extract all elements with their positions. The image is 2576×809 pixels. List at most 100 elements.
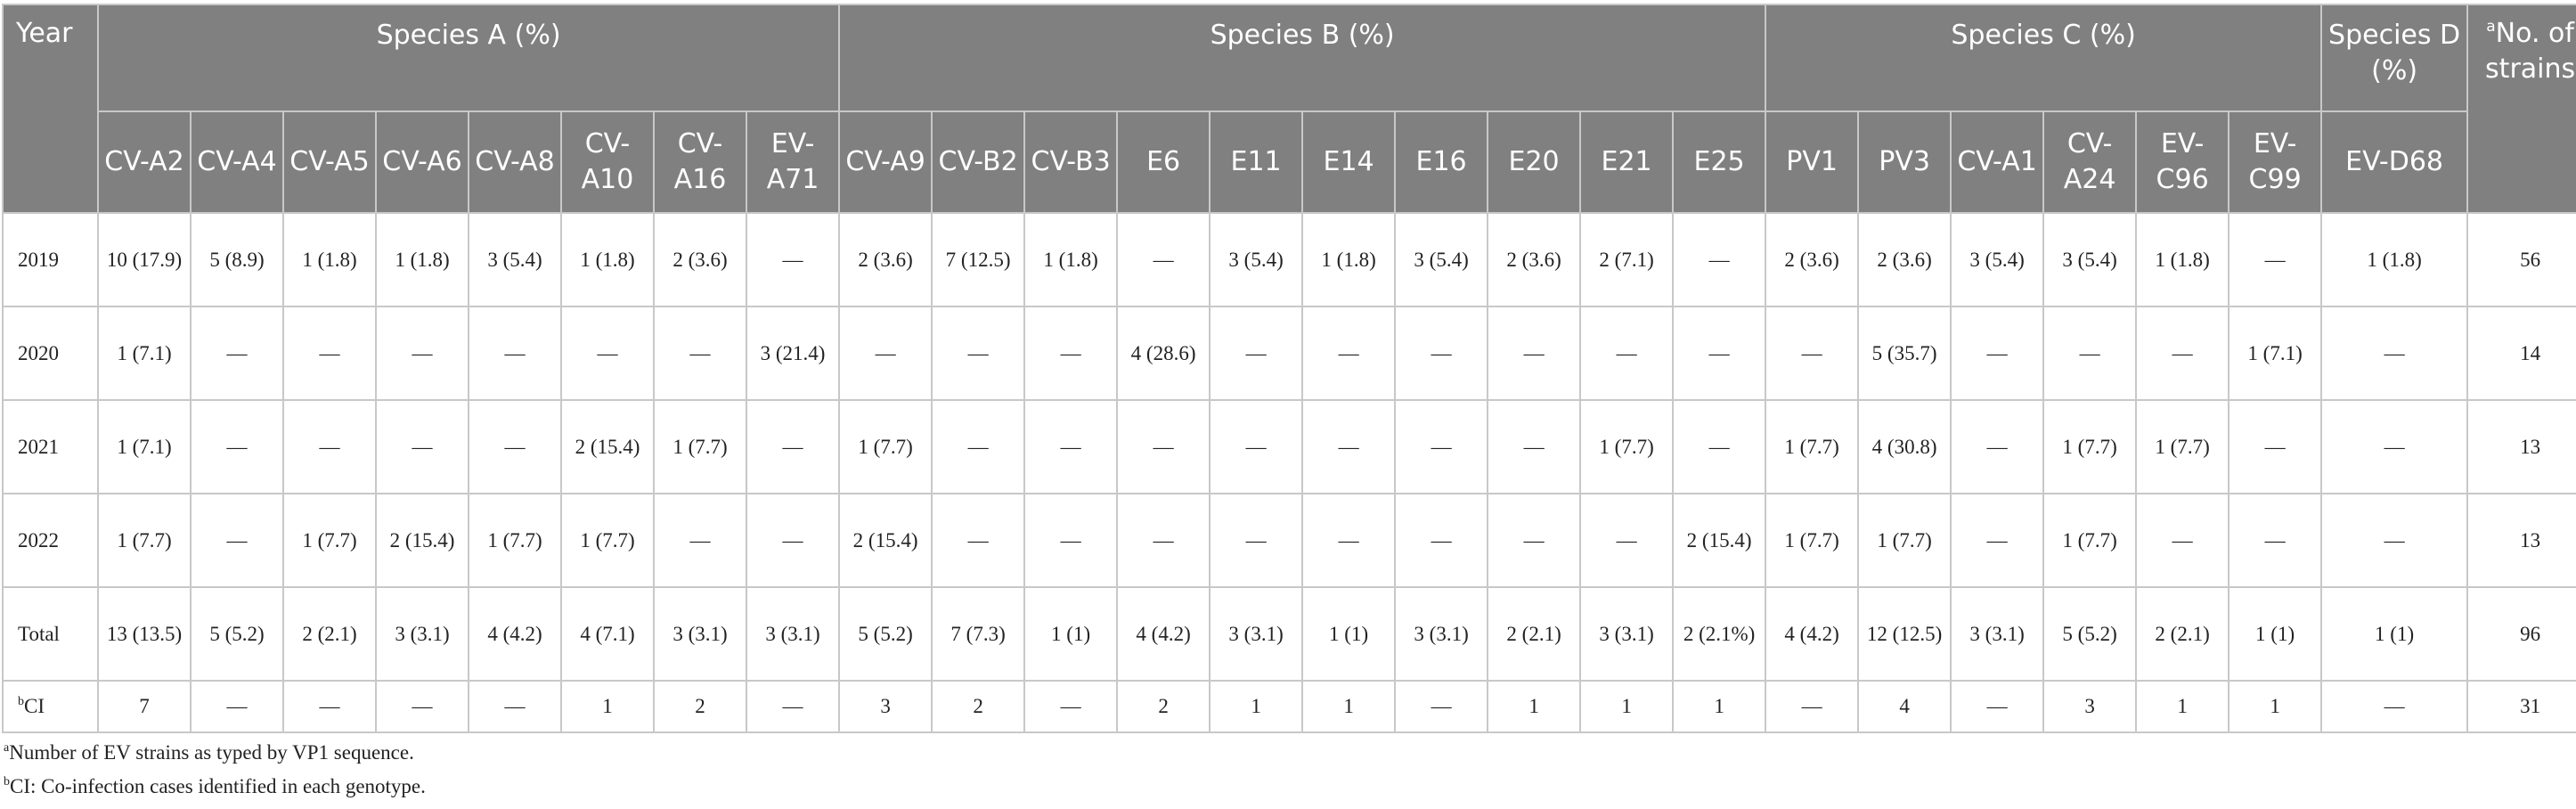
table-cell: — xyxy=(2228,399,2323,494)
footnote-a-text: Number of EV strains as typed by VP1 seq… xyxy=(9,741,414,764)
table-cell: 1 (7.7) xyxy=(1857,493,1952,588)
row-label-text: CI xyxy=(24,695,45,717)
table-cell: 1 (7.1) xyxy=(97,306,192,401)
genotype-header: PV3 xyxy=(1857,110,1952,214)
genotype-header: EV-A71 xyxy=(745,110,841,214)
table-cell: — xyxy=(2135,306,2230,401)
table-cell: 1 (1) xyxy=(2228,586,2323,682)
row-label-text: 2021 xyxy=(18,435,59,458)
strains-count-header: aNo. of strains xyxy=(2466,4,2576,214)
genotype-header: CV-A1 xyxy=(1950,110,2045,214)
table-cell: — xyxy=(1950,306,2045,401)
table-cell: 1 (1) xyxy=(2320,586,2469,682)
table-cell: 3 (5.4) xyxy=(1209,212,1304,307)
footnote-marker-a: a xyxy=(2486,18,2496,36)
table-cell: — xyxy=(2320,493,2469,588)
table-cell: 1 xyxy=(1579,680,1675,733)
footnote-b: bCI: Co-infection cases identified in ea… xyxy=(4,770,426,804)
table-cell: — xyxy=(1023,680,1119,733)
table-cell: 5 (5.2) xyxy=(838,586,933,682)
table-cell: 5 (8.9) xyxy=(190,212,284,307)
table-cell: 1 (7.7) xyxy=(97,493,192,588)
table-cell: 2 (15.4) xyxy=(838,493,933,588)
table-cell: 1 (7.7) xyxy=(2135,399,2230,494)
strains-count-cell: 56 xyxy=(2466,212,2576,307)
table-cell: 1 (1.8) xyxy=(2320,212,2469,307)
table-cell: — xyxy=(1394,306,1489,401)
table-cell: 5 (35.7) xyxy=(1857,306,1952,401)
table-cell: 3 (3.1) xyxy=(745,586,841,682)
table-cell: — xyxy=(1301,493,1397,588)
table-cell: — xyxy=(560,306,655,401)
table-cell: 2 (3.6) xyxy=(1765,212,1860,307)
table-cell: — xyxy=(1672,306,1767,401)
strains-count-label: No. of strains xyxy=(2485,18,2576,85)
table-cell: — xyxy=(375,306,469,401)
genotype-header: CV-A5 xyxy=(282,110,377,214)
table-cell: 2 (7.1) xyxy=(1579,212,1675,307)
row-label-text: 2022 xyxy=(18,528,59,552)
table-row: 2021 1 (7.1) — — — —2 (15.4) 1 (7.7) —1 (7.7) — —… xyxy=(2,399,2576,494)
table-cell: 4 (7.1) xyxy=(560,586,655,682)
table-cell: 3 xyxy=(2042,680,2138,733)
table-cell: — xyxy=(1209,399,1304,494)
table-cell: — xyxy=(468,306,562,401)
table-cell: 2 (3.6) xyxy=(838,212,933,307)
table-cell: — xyxy=(2320,399,2469,494)
table-cell: — xyxy=(190,306,284,401)
table-cell: 1 (1.8) xyxy=(1023,212,1119,307)
table-cell: 2 (15.4) xyxy=(375,493,469,588)
footnote-b-text: CI: Co-infection cases identified in eac… xyxy=(10,775,426,797)
table-cell: — xyxy=(375,399,469,494)
table-cell: 3 (5.4) xyxy=(468,212,562,307)
table-cell: 2 (2.1) xyxy=(1487,586,1582,682)
table-cell: 12 (12.5) xyxy=(1857,586,1952,682)
table-cell: 2 (3.6) xyxy=(653,212,747,307)
year-header: Year xyxy=(2,4,99,214)
table-cell: 4 xyxy=(1857,680,1952,733)
table-cell: 1 (7.7) xyxy=(1765,399,1860,494)
table-cell: — xyxy=(931,493,1026,588)
genotype-header: E16 xyxy=(1394,110,1489,214)
table-cell: — xyxy=(1672,212,1767,307)
table-cell: 1 (1) xyxy=(1301,586,1397,682)
genotype-header: CV-B2 xyxy=(931,110,1026,214)
table-cell: 1 xyxy=(1301,680,1397,733)
table-cell: 1 (7.1) xyxy=(2228,306,2323,401)
genotype-header: CV-A2 xyxy=(97,110,192,214)
table-cell: 7 (12.5) xyxy=(931,212,1026,307)
table-cell: — xyxy=(1579,493,1675,588)
genotype-header: E25 xyxy=(1672,110,1767,214)
genotype-header: E11 xyxy=(1209,110,1304,214)
table-cell: — xyxy=(2042,306,2138,401)
genotype-header: CV-A16 xyxy=(653,110,747,214)
table-cell: — xyxy=(745,493,841,588)
table-cell: — xyxy=(1579,306,1675,401)
genotype-header: EV-C96 xyxy=(2135,110,2230,214)
table-cell: 3 (5.4) xyxy=(1950,212,2045,307)
table-cell: 1 (7.7) xyxy=(560,493,655,588)
row-label-text: Total xyxy=(18,622,60,645)
genotype-header: CV-A9 xyxy=(838,110,933,214)
table-cell: — xyxy=(1765,680,1860,733)
table-cell: — xyxy=(1116,493,1211,588)
genotype-header: CV-A8 xyxy=(468,110,562,214)
table-footnotes: aNumber of EV strains as typed by VP1 se… xyxy=(4,736,426,804)
table-cell: — xyxy=(468,399,562,494)
table-cell: 3 (3.1) xyxy=(1579,586,1675,682)
genotype-header: EV-D68 xyxy=(2320,110,2469,214)
species-c-header: Species C (%) xyxy=(1765,4,2323,112)
table-cell: — xyxy=(1209,493,1304,588)
table-cell: 3 (21.4) xyxy=(745,306,841,401)
table-cell: 5 (5.2) xyxy=(2042,586,2138,682)
table-cell: — xyxy=(653,493,747,588)
genotype-header: PV1 xyxy=(1765,110,1860,214)
table-cell: — xyxy=(282,306,377,401)
table-cell: 4 (4.2) xyxy=(468,586,562,682)
table-cell: — xyxy=(1672,399,1767,494)
table-cell: — xyxy=(1116,212,1211,307)
table-cell: — xyxy=(1116,399,1211,494)
table-cell: 1 xyxy=(2228,680,2323,733)
table-cell: 3 (3.1) xyxy=(1950,586,2045,682)
table-row: 2019 10 (17.9) 5 (8.9) 1 (1.8) 1 (1.8) 3 (5.4… xyxy=(2,212,2576,307)
